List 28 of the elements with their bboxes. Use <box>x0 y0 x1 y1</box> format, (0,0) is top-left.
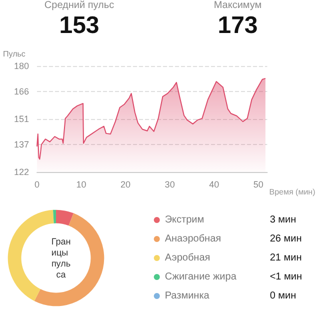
data-label: 3 мин <box>270 214 296 226</box>
legend-label: Аэробная <box>164 252 210 264</box>
y-tick-label: 151 <box>14 114 29 124</box>
x-tick-label: 10 <box>76 180 86 190</box>
x-axis-title: Время (мин) <box>269 188 316 196</box>
legend-label: Анаэробная <box>164 234 222 244</box>
y-axis-title: Пульс <box>3 50 26 58</box>
data-label: 26 мин <box>270 234 302 244</box>
y-tick-label: 122 <box>14 167 29 177</box>
y-tick-label: 137 <box>14 140 29 150</box>
text: Границы пульса <box>51 236 71 280</box>
text: 153 <box>58 12 100 40</box>
legend-label: Разминка <box>164 290 210 302</box>
legend-label: Экстрим <box>164 214 204 226</box>
x-tick-label: 20 <box>120 180 131 190</box>
text: Максимум <box>212 0 263 12</box>
text: Средний пульс <box>43 0 116 12</box>
text: 0 мин <box>270 290 296 302</box>
x-tick-label: 50 <box>253 180 264 190</box>
legend-label: Сжигание жира <box>164 272 237 282</box>
data-label: <1 мин <box>270 272 302 282</box>
data-label: 21 мин <box>270 252 302 264</box>
x-tick-label: 40 <box>209 180 220 190</box>
x-tick-label: 0 <box>34 180 40 190</box>
y-tick-label: 166 <box>14 86 29 97</box>
x-tick-label: 30 <box>164 180 175 190</box>
text: 173 <box>216 12 259 40</box>
y-tick-label: 180 <box>14 61 29 71</box>
